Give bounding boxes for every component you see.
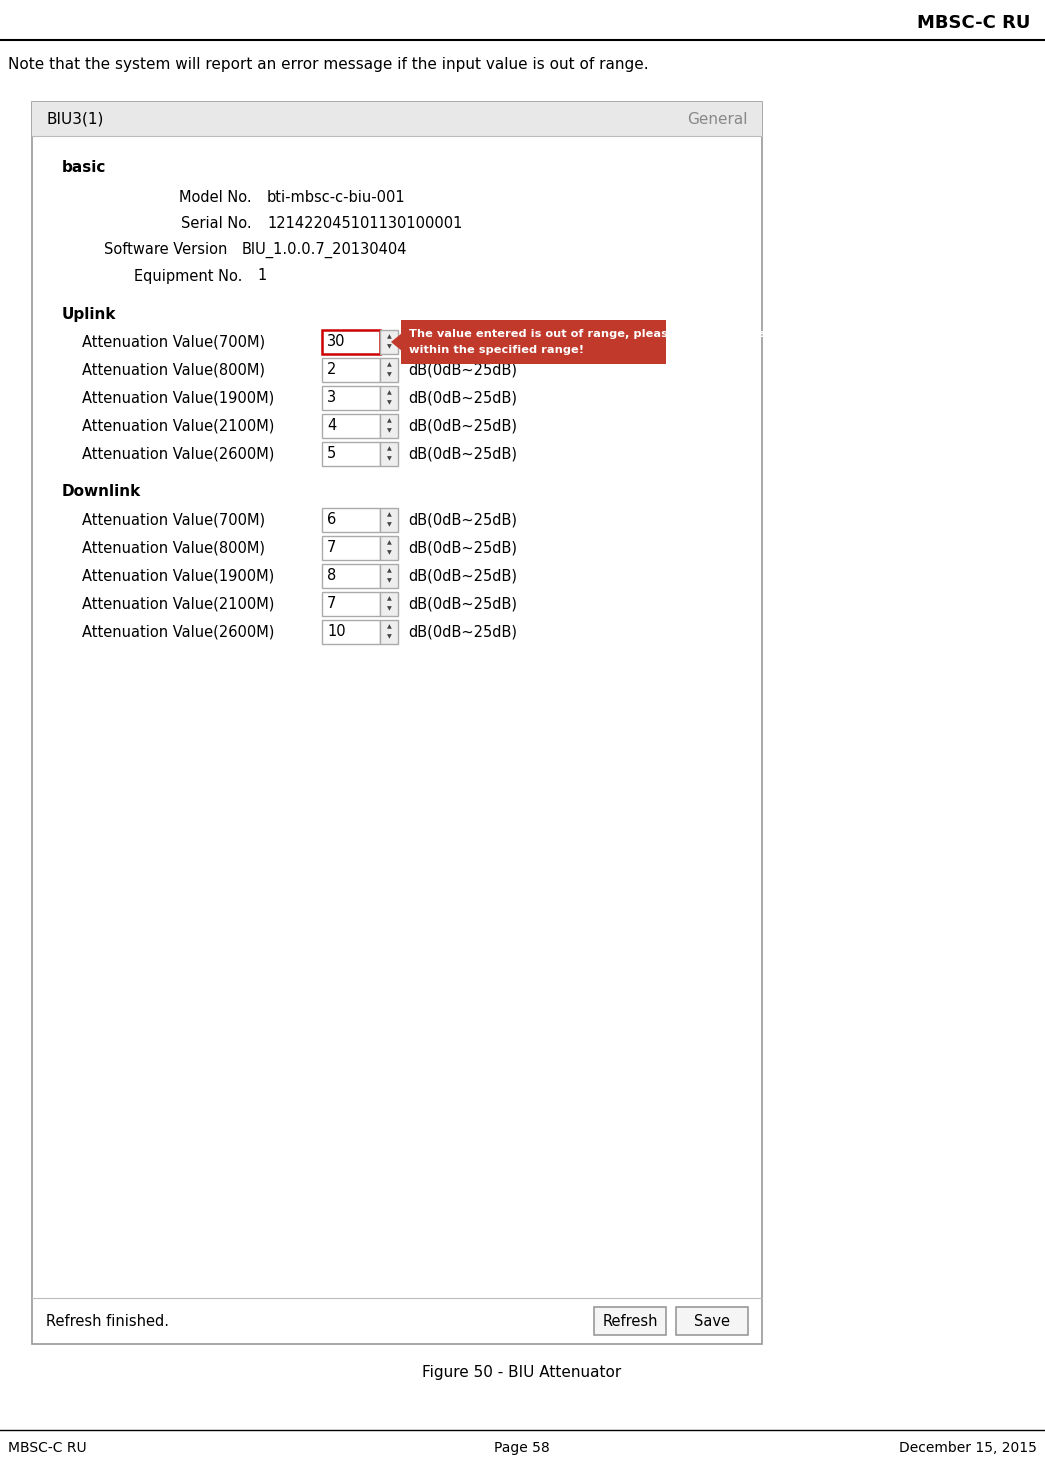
FancyBboxPatch shape <box>322 386 380 411</box>
Text: ▼: ▼ <box>387 400 392 405</box>
FancyBboxPatch shape <box>322 564 380 587</box>
Text: General: General <box>688 112 748 127</box>
Text: Attenuation Value(1900M): Attenuation Value(1900M) <box>82 390 274 405</box>
Text: 7: 7 <box>327 540 336 555</box>
FancyBboxPatch shape <box>322 442 380 467</box>
Text: Save: Save <box>694 1313 730 1329</box>
Text: Attenuation Value(800M): Attenuation Value(800M) <box>82 362 265 377</box>
Text: Attenuation Value(2600M): Attenuation Value(2600M) <box>82 446 275 462</box>
Text: ▼: ▼ <box>387 523 392 527</box>
FancyBboxPatch shape <box>380 508 398 531</box>
Text: basic: basic <box>62 160 107 175</box>
FancyBboxPatch shape <box>380 564 398 587</box>
Text: within the specified range!: within the specified range! <box>409 344 584 355</box>
Text: Equipment No.: Equipment No. <box>134 268 242 284</box>
FancyBboxPatch shape <box>322 330 380 353</box>
FancyBboxPatch shape <box>32 102 762 135</box>
Text: Figure 50 - BIU Attenuator: Figure 50 - BIU Attenuator <box>422 1365 622 1379</box>
Text: 1: 1 <box>257 268 266 284</box>
Text: ▼: ▼ <box>387 634 392 639</box>
Text: Refresh finished.: Refresh finished. <box>46 1313 169 1329</box>
Text: ▼: ▼ <box>387 456 392 462</box>
Text: 4: 4 <box>327 418 336 433</box>
Text: Model No.: Model No. <box>180 190 252 206</box>
Text: MBSC-C RU: MBSC-C RU <box>916 15 1030 32</box>
FancyBboxPatch shape <box>322 536 380 559</box>
Text: Page 58: Page 58 <box>494 1441 550 1454</box>
FancyBboxPatch shape <box>676 1307 748 1335</box>
FancyBboxPatch shape <box>380 592 398 615</box>
Text: ▼: ▼ <box>387 428 392 433</box>
Text: Attenuation Value(700M): Attenuation Value(700M) <box>82 512 265 527</box>
FancyBboxPatch shape <box>380 358 398 383</box>
Text: Software Version: Software Version <box>103 243 227 258</box>
Text: dB(0dB~25dB): dB(0dB~25dB) <box>408 446 517 462</box>
FancyBboxPatch shape <box>322 508 380 531</box>
FancyBboxPatch shape <box>594 1307 666 1335</box>
Text: Attenuation Value(2600M): Attenuation Value(2600M) <box>82 624 275 639</box>
Text: Uplink: Uplink <box>62 306 116 321</box>
Text: dB(0dB~25dB): dB(0dB~25dB) <box>408 362 517 377</box>
FancyBboxPatch shape <box>32 102 762 1344</box>
Text: 5: 5 <box>327 446 336 462</box>
Text: dB(0dB~25dB): dB(0dB~25dB) <box>408 596 517 611</box>
Text: dB(0dB~25dB): dB(0dB~25dB) <box>408 624 517 639</box>
Text: 121422045101130100001: 121422045101130100001 <box>268 216 462 231</box>
Text: dB(0dB~25dB): dB(0dB~25dB) <box>408 568 517 583</box>
Text: Downlink: Downlink <box>62 484 141 499</box>
Text: 30: 30 <box>327 334 346 349</box>
Text: BIU_1.0.0.7_20130404: BIU_1.0.0.7_20130404 <box>242 241 408 258</box>
FancyBboxPatch shape <box>401 319 666 364</box>
FancyBboxPatch shape <box>322 414 380 439</box>
Text: ▲: ▲ <box>387 334 392 340</box>
Text: Attenuation Value(800M): Attenuation Value(800M) <box>82 540 265 555</box>
Text: The value entered is out of range, please enter a value: The value entered is out of range, pleas… <box>409 330 765 339</box>
Text: ▲: ▲ <box>387 624 392 630</box>
Text: dB(0dB~25dB): dB(0dB~25dB) <box>408 418 517 433</box>
FancyBboxPatch shape <box>380 442 398 467</box>
Text: Note that the system will report an error message if the input value is out of r: Note that the system will report an erro… <box>8 57 649 72</box>
Polygon shape <box>391 333 402 350</box>
Text: ▼: ▼ <box>387 344 392 349</box>
FancyBboxPatch shape <box>380 620 398 645</box>
Text: Attenuation Value(700M): Attenuation Value(700M) <box>82 334 265 349</box>
Text: 2: 2 <box>327 362 336 377</box>
Text: dB(0dB~25dB): dB(0dB~25dB) <box>408 540 517 555</box>
Text: Attenuation Value(2100M): Attenuation Value(2100M) <box>82 596 275 611</box>
FancyBboxPatch shape <box>380 414 398 439</box>
Text: 6: 6 <box>327 512 336 527</box>
Text: 7: 7 <box>327 596 336 611</box>
FancyBboxPatch shape <box>322 358 380 383</box>
Text: Serial No.: Serial No. <box>182 216 252 231</box>
Text: ▲: ▲ <box>387 568 392 574</box>
Text: BIU3(1): BIU3(1) <box>46 112 103 127</box>
Text: 10: 10 <box>327 624 346 639</box>
Text: 8: 8 <box>327 568 336 583</box>
Text: December 15, 2015: December 15, 2015 <box>899 1441 1037 1454</box>
Text: ▲: ▲ <box>387 446 392 452</box>
FancyBboxPatch shape <box>322 620 380 645</box>
Text: ▲: ▲ <box>387 418 392 424</box>
Text: ▲: ▲ <box>387 390 392 396</box>
Text: Attenuation Value(1900M): Attenuation Value(1900M) <box>82 568 274 583</box>
FancyBboxPatch shape <box>380 386 398 411</box>
Text: bti-mbsc-c-biu-001: bti-mbsc-c-biu-001 <box>268 190 405 206</box>
FancyBboxPatch shape <box>380 536 398 559</box>
FancyBboxPatch shape <box>322 592 380 615</box>
Text: Attenuation Value(2100M): Attenuation Value(2100M) <box>82 418 275 433</box>
Text: ▲: ▲ <box>387 540 392 546</box>
Text: MBSC-C RU: MBSC-C RU <box>8 1441 87 1454</box>
Text: ▼: ▼ <box>387 578 392 583</box>
FancyBboxPatch shape <box>380 330 398 353</box>
Text: ▲: ▲ <box>387 362 392 368</box>
Text: 3: 3 <box>327 390 336 405</box>
Text: ▼: ▼ <box>387 372 392 377</box>
Text: dB(0dB~25dB): dB(0dB~25dB) <box>408 512 517 527</box>
Text: dB(0dB~25dB): dB(0dB~25dB) <box>408 390 517 405</box>
Text: ▼: ▼ <box>387 606 392 611</box>
Text: ▼: ▼ <box>387 551 392 555</box>
Text: ▲: ▲ <box>387 596 392 602</box>
Text: ▲: ▲ <box>387 512 392 518</box>
Text: Refresh: Refresh <box>602 1313 657 1329</box>
